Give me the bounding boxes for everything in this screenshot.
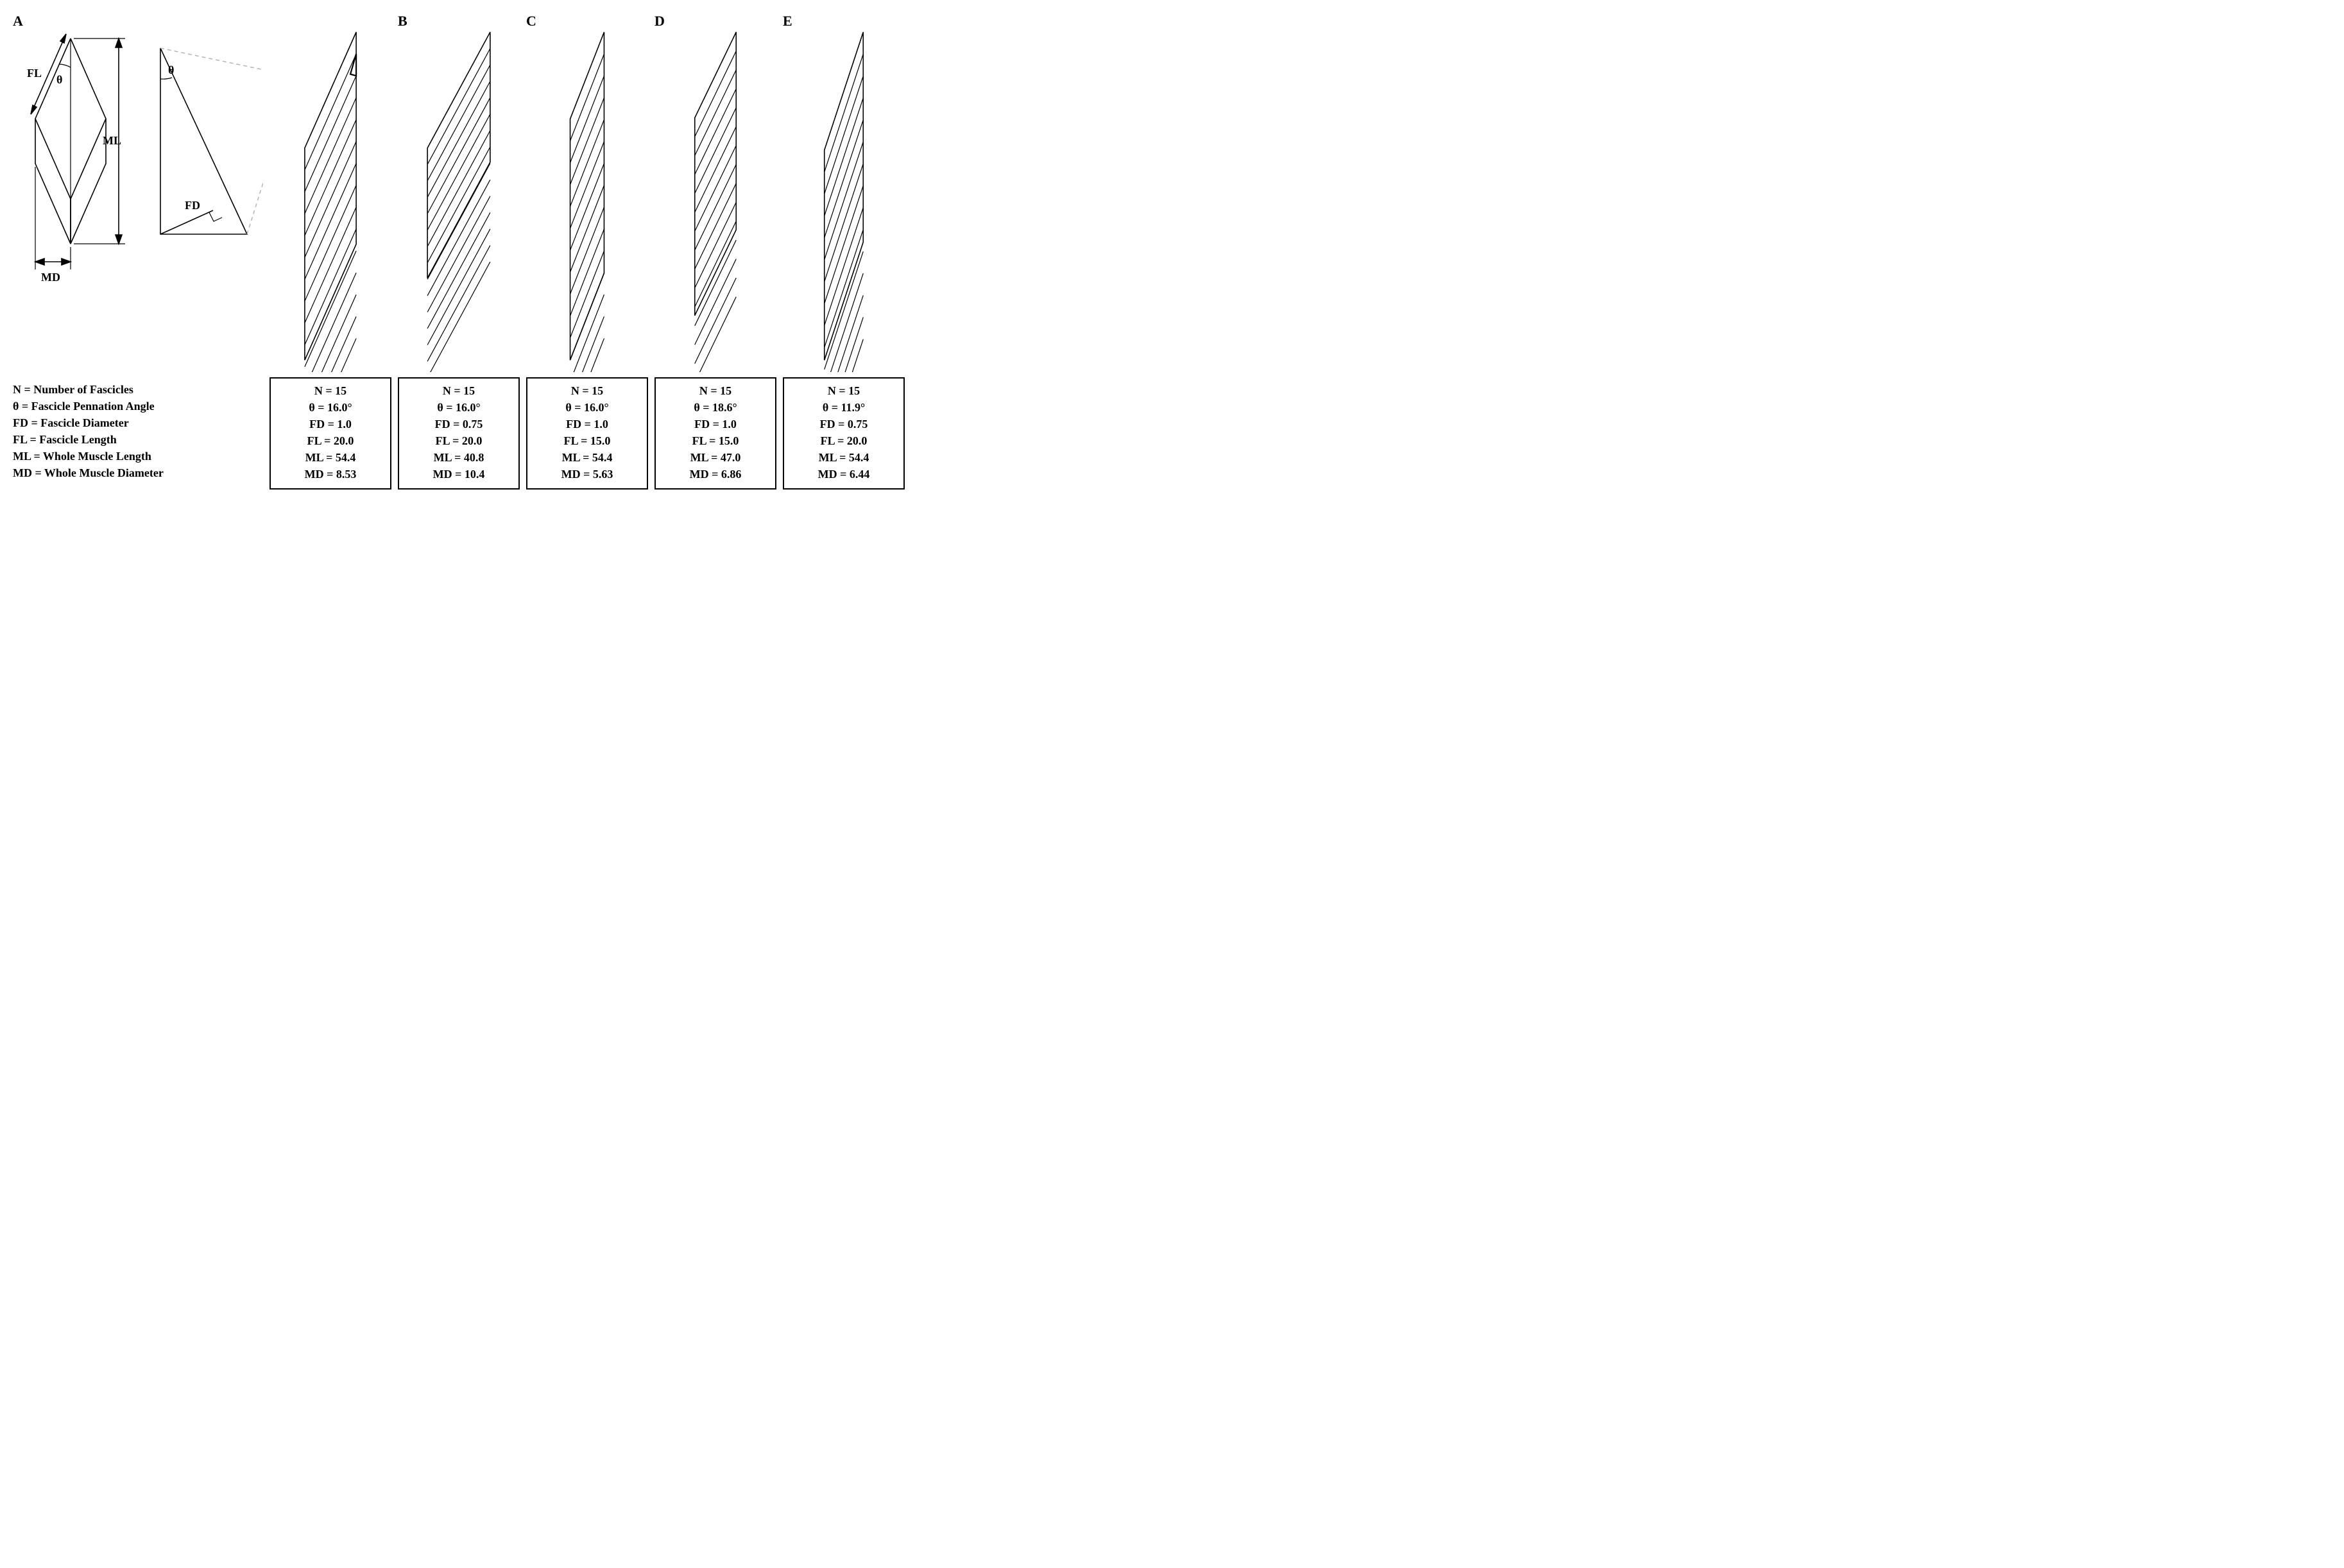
pB-md: MD = 10.4 [408,466,509,482]
pD-fd: FD = 1.0 [665,416,766,432]
muscle-svg-B [398,13,520,372]
triangle-svg: θ FD [135,13,263,289]
legend-fd: FD = Fascicle Diameter [13,414,263,431]
legend-ml: ML = Whole Muscle Length [13,448,263,464]
muscle-svg-D [654,13,776,372]
muscle-panel-A [269,13,391,372]
param-box-E: N = 15 θ = 11.9° FD = 0.75 FL = 20.0 ML … [783,377,905,490]
reference-muscle-svg: FL θ ML MD [13,13,128,289]
pE-md: MD = 6.44 [793,466,894,482]
muscle-panel-E: E [783,13,905,372]
pD-th: θ = 18.6° [665,399,766,416]
pE-fl: FL = 20.0 [793,432,894,449]
pC-fd: FD = 1.0 [536,416,638,432]
muscle-panel-B: B [398,13,520,372]
pC-th: θ = 16.0° [536,399,638,416]
pB-th: θ = 16.0° [408,399,509,416]
label-fl: FL [27,67,42,80]
pC-md: MD = 5.63 [536,466,638,482]
legend-fl: FL = Fascicle Length [13,431,263,448]
params-row: N = 15 θ = 16.0° FD = 1.0 FL = 20.0 ML =… [269,377,2331,490]
top-row: A FL θ [13,13,2331,372]
pA-fl: FL = 20.0 [280,432,381,449]
legend: N = Number of Fascicles θ = Fascicle Pen… [13,377,263,482]
panel-label-b: B [398,13,407,30]
pD-md: MD = 6.86 [665,466,766,482]
param-box-D: N = 15 θ = 18.6° FD = 1.0 FL = 15.0 ML =… [654,377,776,490]
label-theta2: θ [168,64,174,76]
param-box-A: N = 15 θ = 16.0° FD = 1.0 FL = 20.0 ML =… [269,377,391,490]
pA-fd: FD = 1.0 [280,416,381,432]
pC-fl: FL = 15.0 [536,432,638,449]
pB-n: N = 15 [408,382,509,399]
param-box-B: N = 15 θ = 16.0° FD = 0.75 FL = 20.0 ML … [398,377,520,490]
bottom-row: N = Number of Fascicles θ = Fascicle Pen… [13,377,2331,490]
muscle-panel-D: D [654,13,776,372]
muscle-svg-A [269,13,391,372]
panel-label-d: D [654,13,665,30]
pA-md: MD = 8.53 [280,466,381,482]
pA-ml: ML = 54.4 [280,449,381,466]
pE-ml: ML = 54.4 [793,449,894,466]
muscle-svg-C [526,13,648,372]
pB-fl: FL = 20.0 [408,432,509,449]
label-fd: FD [185,199,200,212]
muscle-panel-C: C [526,13,648,372]
pB-fd: FD = 0.75 [408,416,509,432]
label-md: MD [41,271,60,284]
pA-n: N = 15 [280,382,381,399]
pE-n: N = 15 [793,382,894,399]
pD-ml: ML = 47.0 [665,449,766,466]
pD-n: N = 15 [665,382,766,399]
legend-md: MD = Whole Muscle Diameter [13,464,263,481]
panel-label-a: A [13,13,23,30]
legend-n: N = Number of Fascicles [13,381,263,398]
label-ml: ML [103,134,121,147]
label-theta: θ [56,73,62,86]
muscle-svg-E [783,13,905,372]
panel-a-triangle: θ FD [135,13,263,289]
legend-th: θ = Fascicle Pennation Angle [13,398,263,414]
pC-ml: ML = 54.4 [536,449,638,466]
panel-label-c: C [526,13,536,30]
pC-n: N = 15 [536,382,638,399]
pA-th: θ = 16.0° [280,399,381,416]
pE-th: θ = 11.9° [793,399,894,416]
pE-fd: FD = 0.75 [793,416,894,432]
pD-fl: FL = 15.0 [665,432,766,449]
figure-root: A FL θ [13,13,2331,490]
param-box-C: N = 15 θ = 16.0° FD = 1.0 FL = 15.0 ML =… [526,377,648,490]
panel-label-e: E [783,13,792,30]
pB-ml: ML = 40.8 [408,449,509,466]
panel-a-reference: A FL θ [13,13,128,289]
